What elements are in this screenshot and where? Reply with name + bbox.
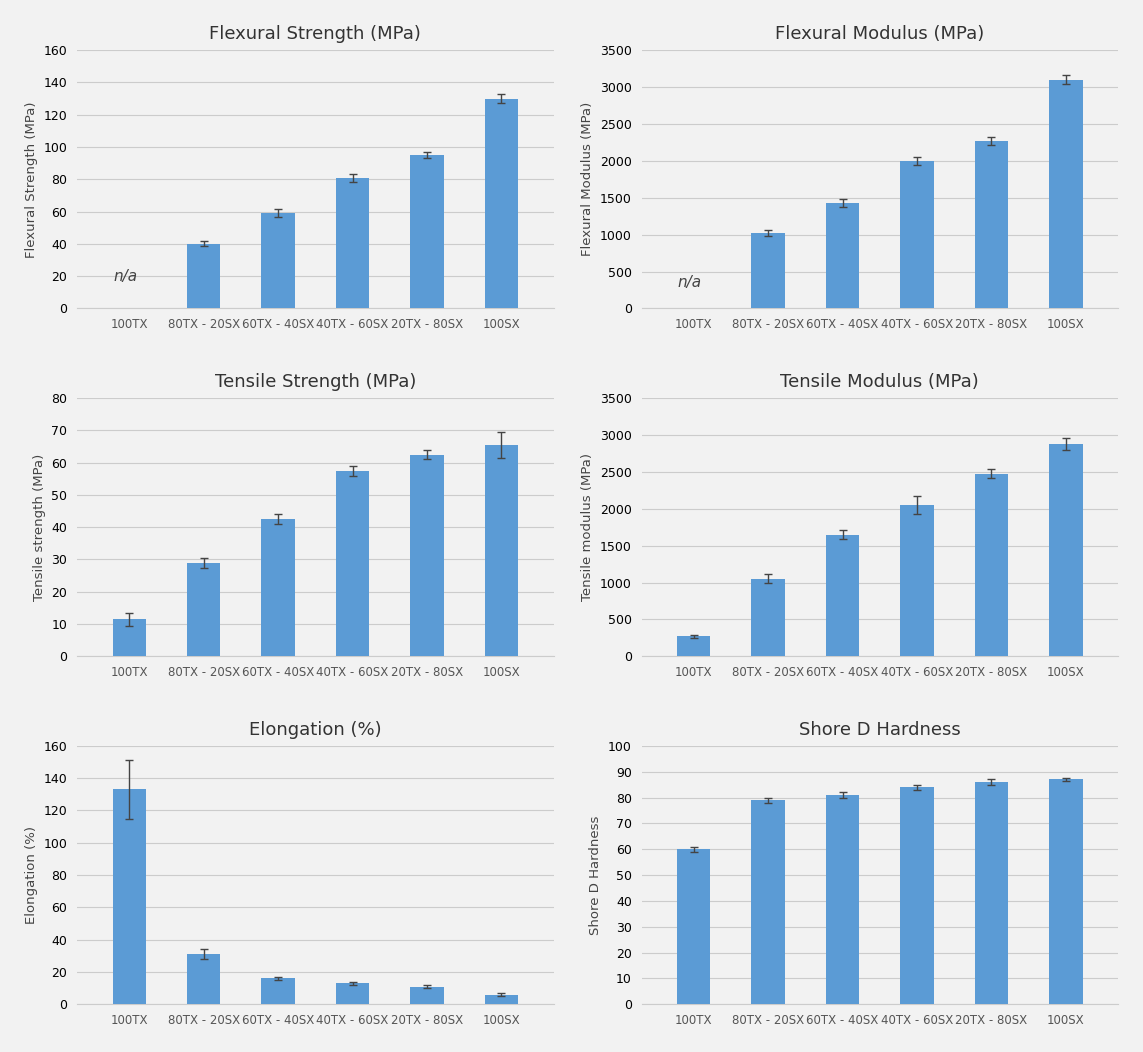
Bar xyxy=(975,141,1008,308)
Bar xyxy=(901,161,934,308)
Bar xyxy=(336,178,369,308)
Bar xyxy=(187,563,221,656)
Bar xyxy=(975,473,1008,656)
Bar xyxy=(751,579,785,656)
Bar xyxy=(262,978,295,1005)
Bar xyxy=(187,954,221,1005)
Title: Flexural Strength (MPa): Flexural Strength (MPa) xyxy=(209,25,422,43)
Title: Elongation (%): Elongation (%) xyxy=(249,721,382,739)
Bar xyxy=(751,232,785,308)
Bar xyxy=(112,620,146,656)
Text: n/a: n/a xyxy=(678,275,702,290)
Bar xyxy=(410,155,443,308)
Bar xyxy=(751,801,785,1005)
Bar xyxy=(677,636,711,656)
Title: Shore D Hardness: Shore D Hardness xyxy=(799,721,960,739)
Bar xyxy=(485,994,518,1005)
Y-axis label: Elongation (%): Elongation (%) xyxy=(25,826,38,924)
Title: Tensile Modulus (MPa): Tensile Modulus (MPa) xyxy=(781,372,980,391)
Y-axis label: Flexural Modulus (MPa): Flexural Modulus (MPa) xyxy=(582,102,594,257)
Y-axis label: Tensile modulus (MPa): Tensile modulus (MPa) xyxy=(582,453,594,601)
Bar xyxy=(336,470,369,656)
Y-axis label: Shore D Hardness: Shore D Hardness xyxy=(590,815,602,935)
Bar xyxy=(262,519,295,656)
Bar xyxy=(825,795,860,1005)
Bar xyxy=(1049,444,1082,656)
Bar xyxy=(677,849,711,1005)
Bar xyxy=(187,244,221,308)
Title: Flexural Modulus (MPa): Flexural Modulus (MPa) xyxy=(775,25,984,43)
Y-axis label: Tensile strength (MPa): Tensile strength (MPa) xyxy=(33,453,46,601)
Y-axis label: Flexural Strength (MPa): Flexural Strength (MPa) xyxy=(25,101,38,258)
Bar xyxy=(336,984,369,1005)
Bar xyxy=(1049,780,1082,1005)
Bar xyxy=(262,214,295,308)
Bar xyxy=(485,445,518,656)
Bar xyxy=(410,987,443,1005)
Bar xyxy=(825,203,860,308)
Bar xyxy=(825,534,860,656)
Bar xyxy=(975,782,1008,1005)
Bar xyxy=(485,99,518,308)
Bar xyxy=(1049,80,1082,308)
Title: Tensile Strength (MPa): Tensile Strength (MPa) xyxy=(215,372,416,391)
Bar xyxy=(901,505,934,656)
Text: n/a: n/a xyxy=(113,269,137,284)
Bar xyxy=(901,787,934,1005)
Bar xyxy=(410,454,443,656)
Bar xyxy=(112,789,146,1005)
